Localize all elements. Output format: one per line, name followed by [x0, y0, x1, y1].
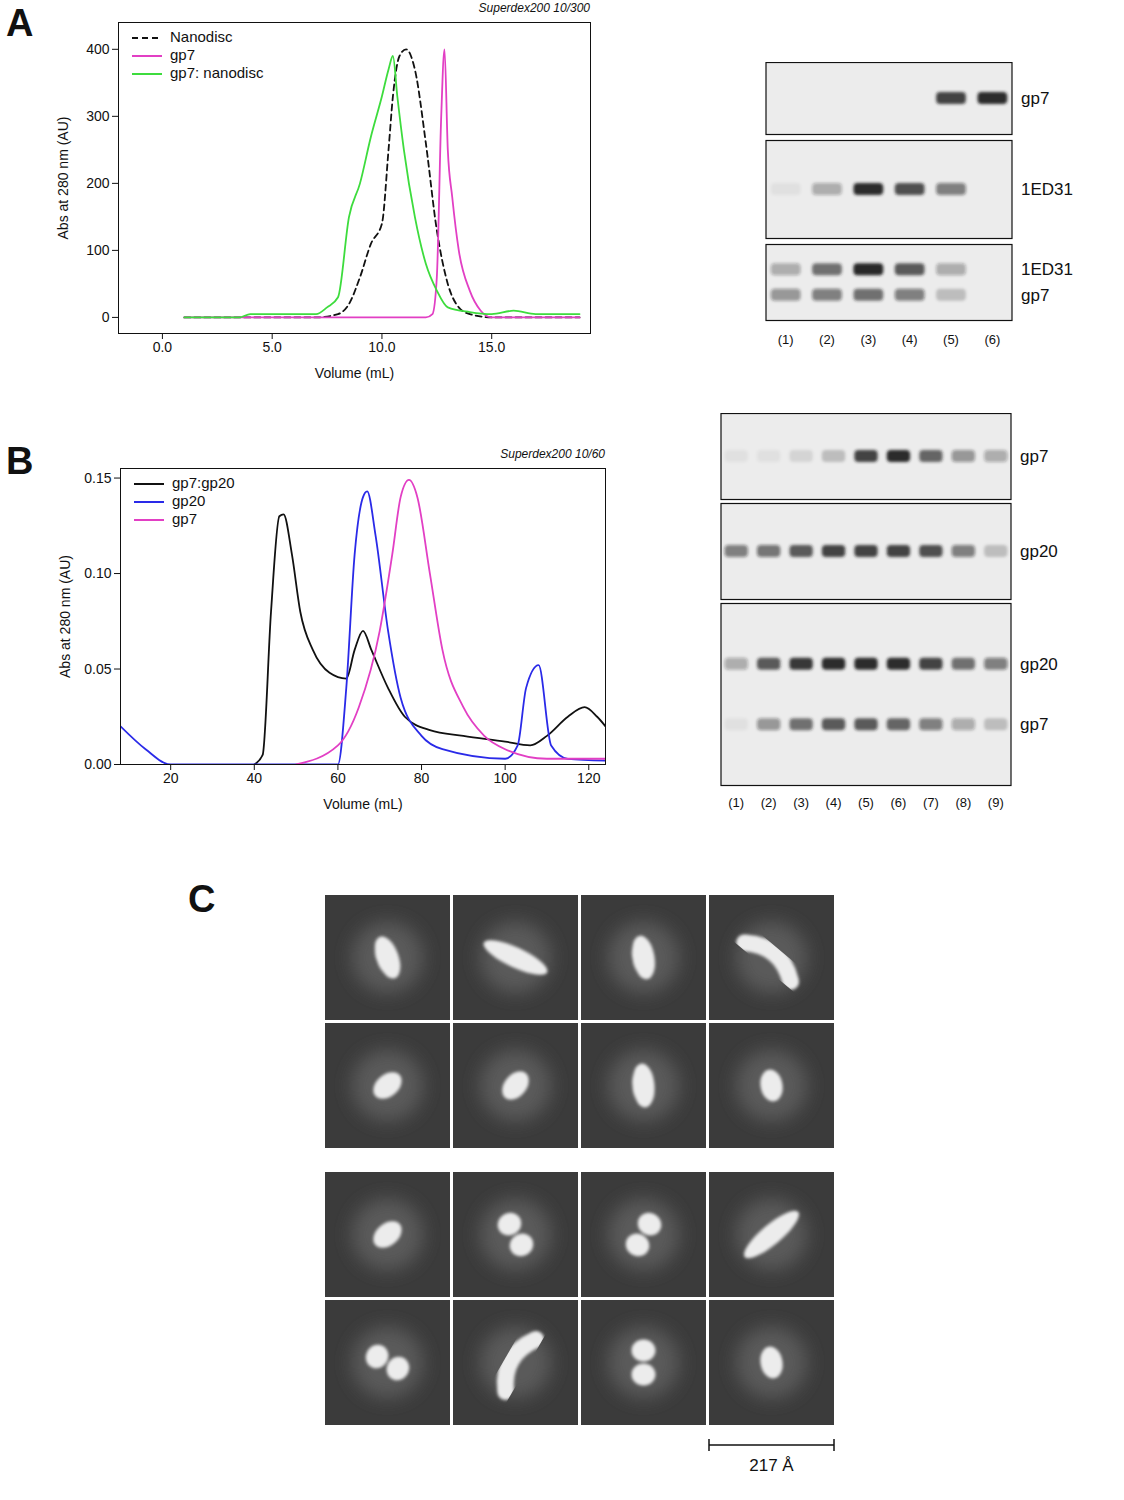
- svg-text:100: 100: [86, 242, 110, 258]
- svg-text:200: 200: [86, 175, 110, 191]
- svg-text:(5): (5): [943, 332, 959, 347]
- svg-text:gp20: gp20: [1020, 542, 1058, 561]
- svg-text:(1): (1): [778, 332, 794, 347]
- svg-text:5.0: 5.0: [262, 339, 282, 355]
- svg-text:120: 120: [577, 770, 601, 786]
- html-text:gp7: gp7: [170, 46, 195, 63]
- svg-text:Volume (mL): Volume (mL): [323, 796, 402, 812]
- svg-text:80: 80: [414, 770, 430, 786]
- html-text:gp7: gp7: [172, 510, 197, 527]
- html-text:B: B: [6, 440, 34, 482]
- svg-text:(4): (4): [902, 332, 918, 347]
- svg-text:400: 400: [86, 41, 110, 57]
- svg-text:(6): (6): [890, 795, 906, 810]
- svg-text:gp20: gp20: [1020, 655, 1058, 674]
- svg-text:100: 100: [493, 770, 517, 786]
- html-text:gp7: nanodisc: gp7: nanodisc: [170, 64, 264, 81]
- svg-text:0: 0: [102, 309, 110, 325]
- svg-text:1ED31: 1ED31: [1021, 180, 1073, 199]
- svg-text:(1): (1): [728, 795, 744, 810]
- svg-text:gp7: gp7: [1021, 89, 1049, 108]
- html-text:gp7:gp20: gp7:gp20: [172, 474, 235, 491]
- svg-text:10.0: 10.0: [368, 339, 395, 355]
- svg-text:gp7: gp7: [1021, 286, 1049, 305]
- html-text:Superdex200 10/60: Superdex200 10/60: [500, 447, 605, 461]
- svg-text:(3): (3): [860, 332, 876, 347]
- svg-text:0.00: 0.00: [84, 756, 111, 772]
- svg-text:(2): (2): [761, 795, 777, 810]
- svg-text:217 Å: 217 Å: [749, 1456, 794, 1475]
- svg-text:gp7: gp7: [1020, 715, 1048, 734]
- svg-text:15.0: 15.0: [478, 339, 505, 355]
- svg-text:Abs at 280 nm (AU): Abs at 280 nm (AU): [57, 555, 73, 678]
- svg-text:gp7: gp7: [1020, 447, 1048, 466]
- html-text:Nanodisc: Nanodisc: [170, 28, 233, 45]
- svg-text:1ED31: 1ED31: [1021, 260, 1073, 279]
- svg-text:20: 20: [163, 770, 179, 786]
- svg-text:(3): (3): [793, 795, 809, 810]
- svg-text:(5): (5): [858, 795, 874, 810]
- svg-text:(9): (9): [988, 795, 1004, 810]
- svg-text:(7): (7): [923, 795, 939, 810]
- svg-text:0.10: 0.10: [84, 565, 111, 581]
- svg-text:0.15: 0.15: [84, 470, 111, 486]
- svg-text:0.05: 0.05: [84, 660, 111, 676]
- svg-text:60: 60: [330, 770, 346, 786]
- svg-text:40: 40: [247, 770, 263, 786]
- svg-text:(4): (4): [826, 795, 842, 810]
- svg-text:(2): (2): [819, 332, 835, 347]
- html-text:gp20: gp20: [172, 492, 206, 509]
- svg-text:Abs at 280 nm (AU): Abs at 280 nm (AU): [55, 117, 71, 240]
- svg-text:Volume (mL): Volume (mL): [315, 365, 394, 381]
- svg-text:0.0: 0.0: [153, 339, 173, 355]
- svg-text:(6): (6): [984, 332, 1000, 347]
- html-text:C: C: [188, 878, 216, 920]
- svg-text:(8): (8): [955, 795, 971, 810]
- html-text:Superdex200 10/300: Superdex200 10/300: [478, 1, 590, 15]
- svg-text:300: 300: [86, 108, 110, 124]
- html-text:A: A: [6, 2, 34, 44]
